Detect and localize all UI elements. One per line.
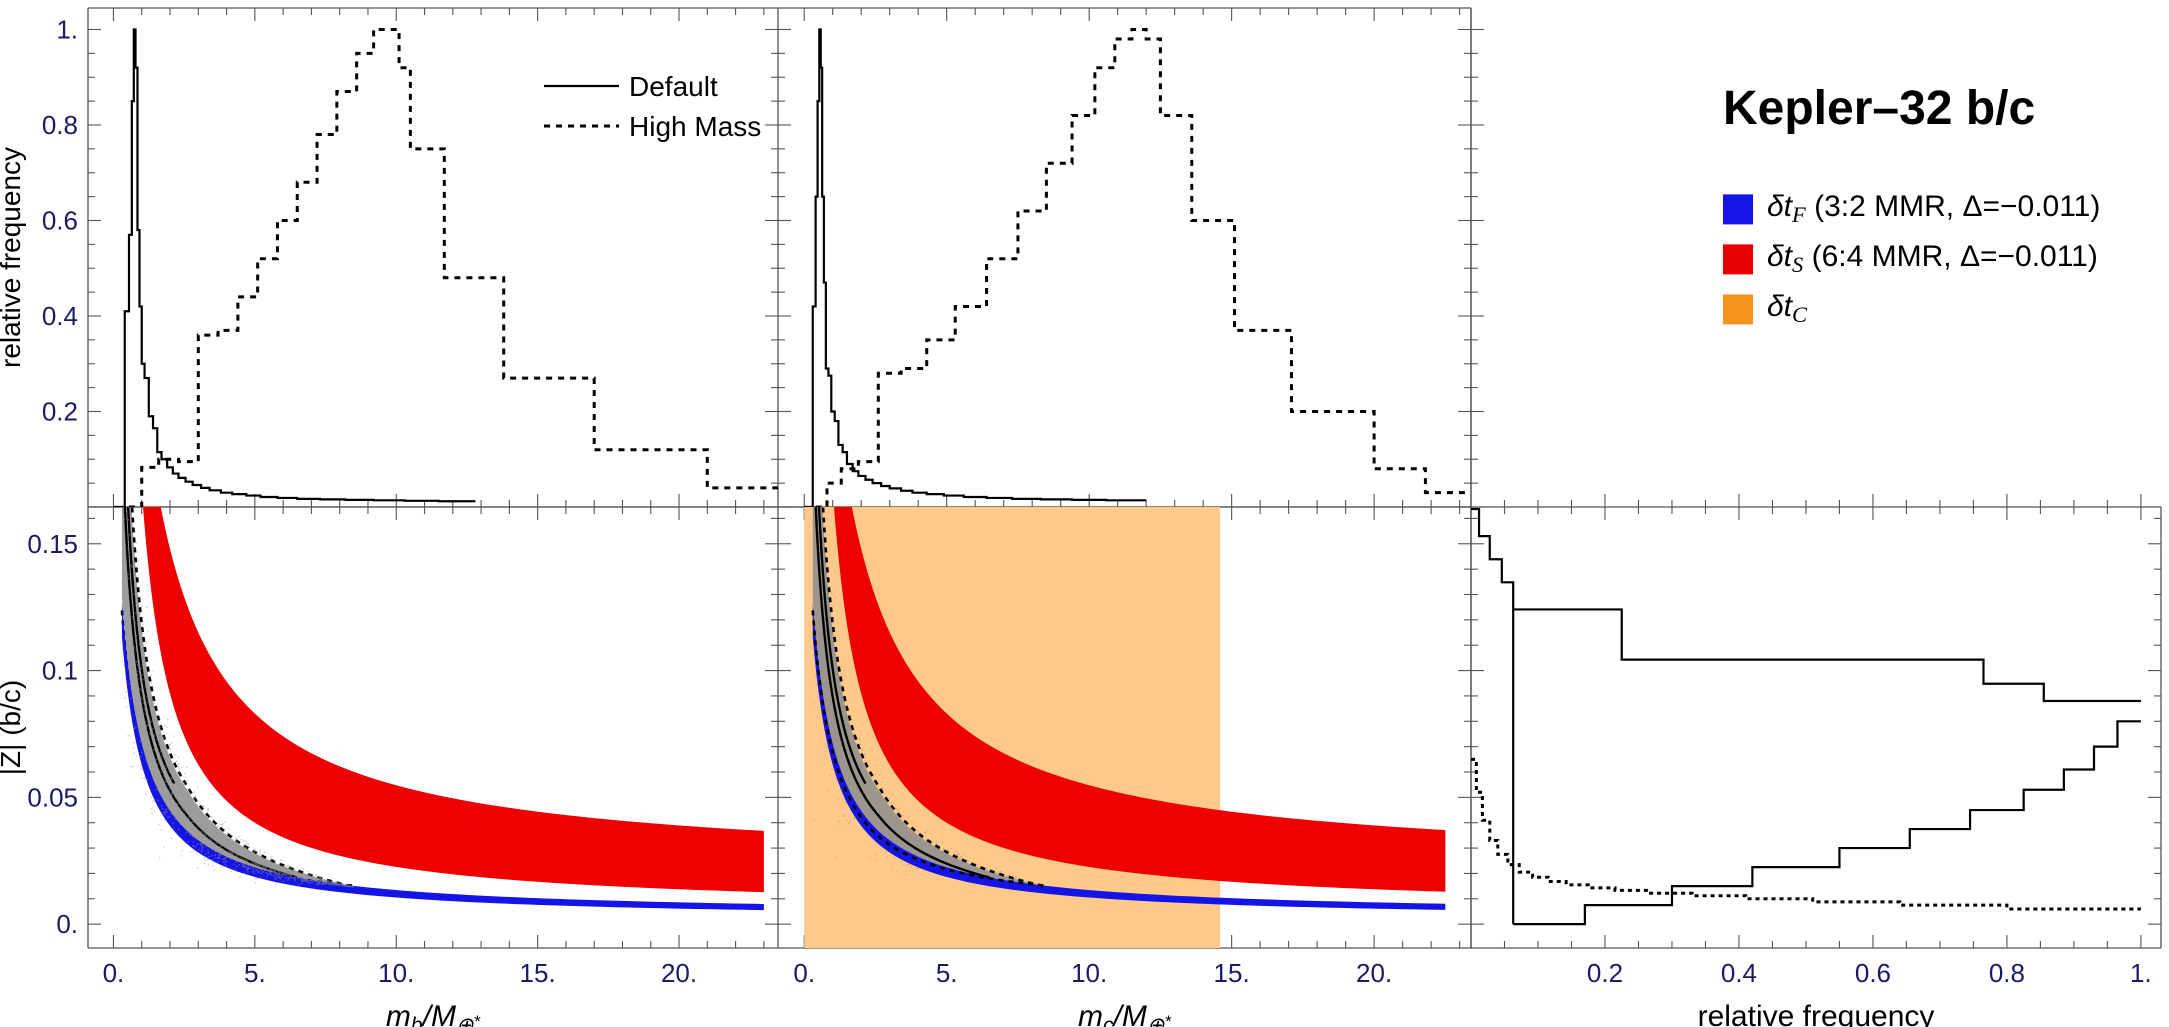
svg-text:0.6: 0.6: [42, 205, 78, 235]
svg-text:0.4: 0.4: [1721, 958, 1757, 988]
svg-text:δtF (3:2 MMR, Δ=−0.011): δtF (3:2 MMR, Δ=−0.011): [1767, 190, 2100, 227]
svg-text:0.8: 0.8: [1989, 958, 2025, 988]
svg-text:10.: 10.: [378, 958, 414, 988]
svg-text:20.: 20.: [1356, 958, 1392, 988]
svg-text:20.: 20.: [661, 958, 697, 988]
svg-text:0.4: 0.4: [42, 301, 78, 331]
svg-text:δtS (6:4 MMR, Δ=−0.011): δtS (6:4 MMR, Δ=−0.011): [1767, 240, 2098, 277]
svg-text:15.: 15.: [1214, 958, 1250, 988]
svg-text:0.8: 0.8: [42, 110, 78, 140]
svg-text:0.2: 0.2: [42, 397, 78, 427]
svg-text:Kepler–32 b/c: Kepler–32 b/c: [1723, 82, 2035, 135]
svg-text:High Mass: High Mass: [629, 111, 761, 142]
svg-text:0.: 0.: [793, 958, 815, 988]
svg-text:0.15: 0.15: [27, 529, 78, 559]
svg-text:1.: 1.: [56, 14, 78, 44]
svg-text:relative frequency: relative frequency: [0, 147, 26, 368]
svg-text:10.: 10.: [1071, 958, 1107, 988]
svg-text:0.2: 0.2: [1587, 958, 1623, 988]
svg-text:Default: Default: [629, 71, 718, 102]
svg-text:0.: 0.: [103, 958, 125, 988]
svg-text:0.6: 0.6: [1855, 958, 1891, 988]
svg-text:0.05: 0.05: [27, 782, 78, 812]
svg-text:1.: 1.: [2130, 958, 2152, 988]
svg-text:0.1: 0.1: [42, 656, 78, 686]
svg-text:15.: 15.: [520, 958, 556, 988]
svg-text:|Z| (b/c): |Z| (b/c): [0, 680, 26, 775]
svg-text:5.: 5.: [936, 958, 958, 988]
svg-text:relative frequency: relative frequency: [1698, 1000, 1935, 1027]
svg-text:0.: 0.: [56, 909, 78, 939]
svg-text:5.: 5.: [244, 958, 266, 988]
